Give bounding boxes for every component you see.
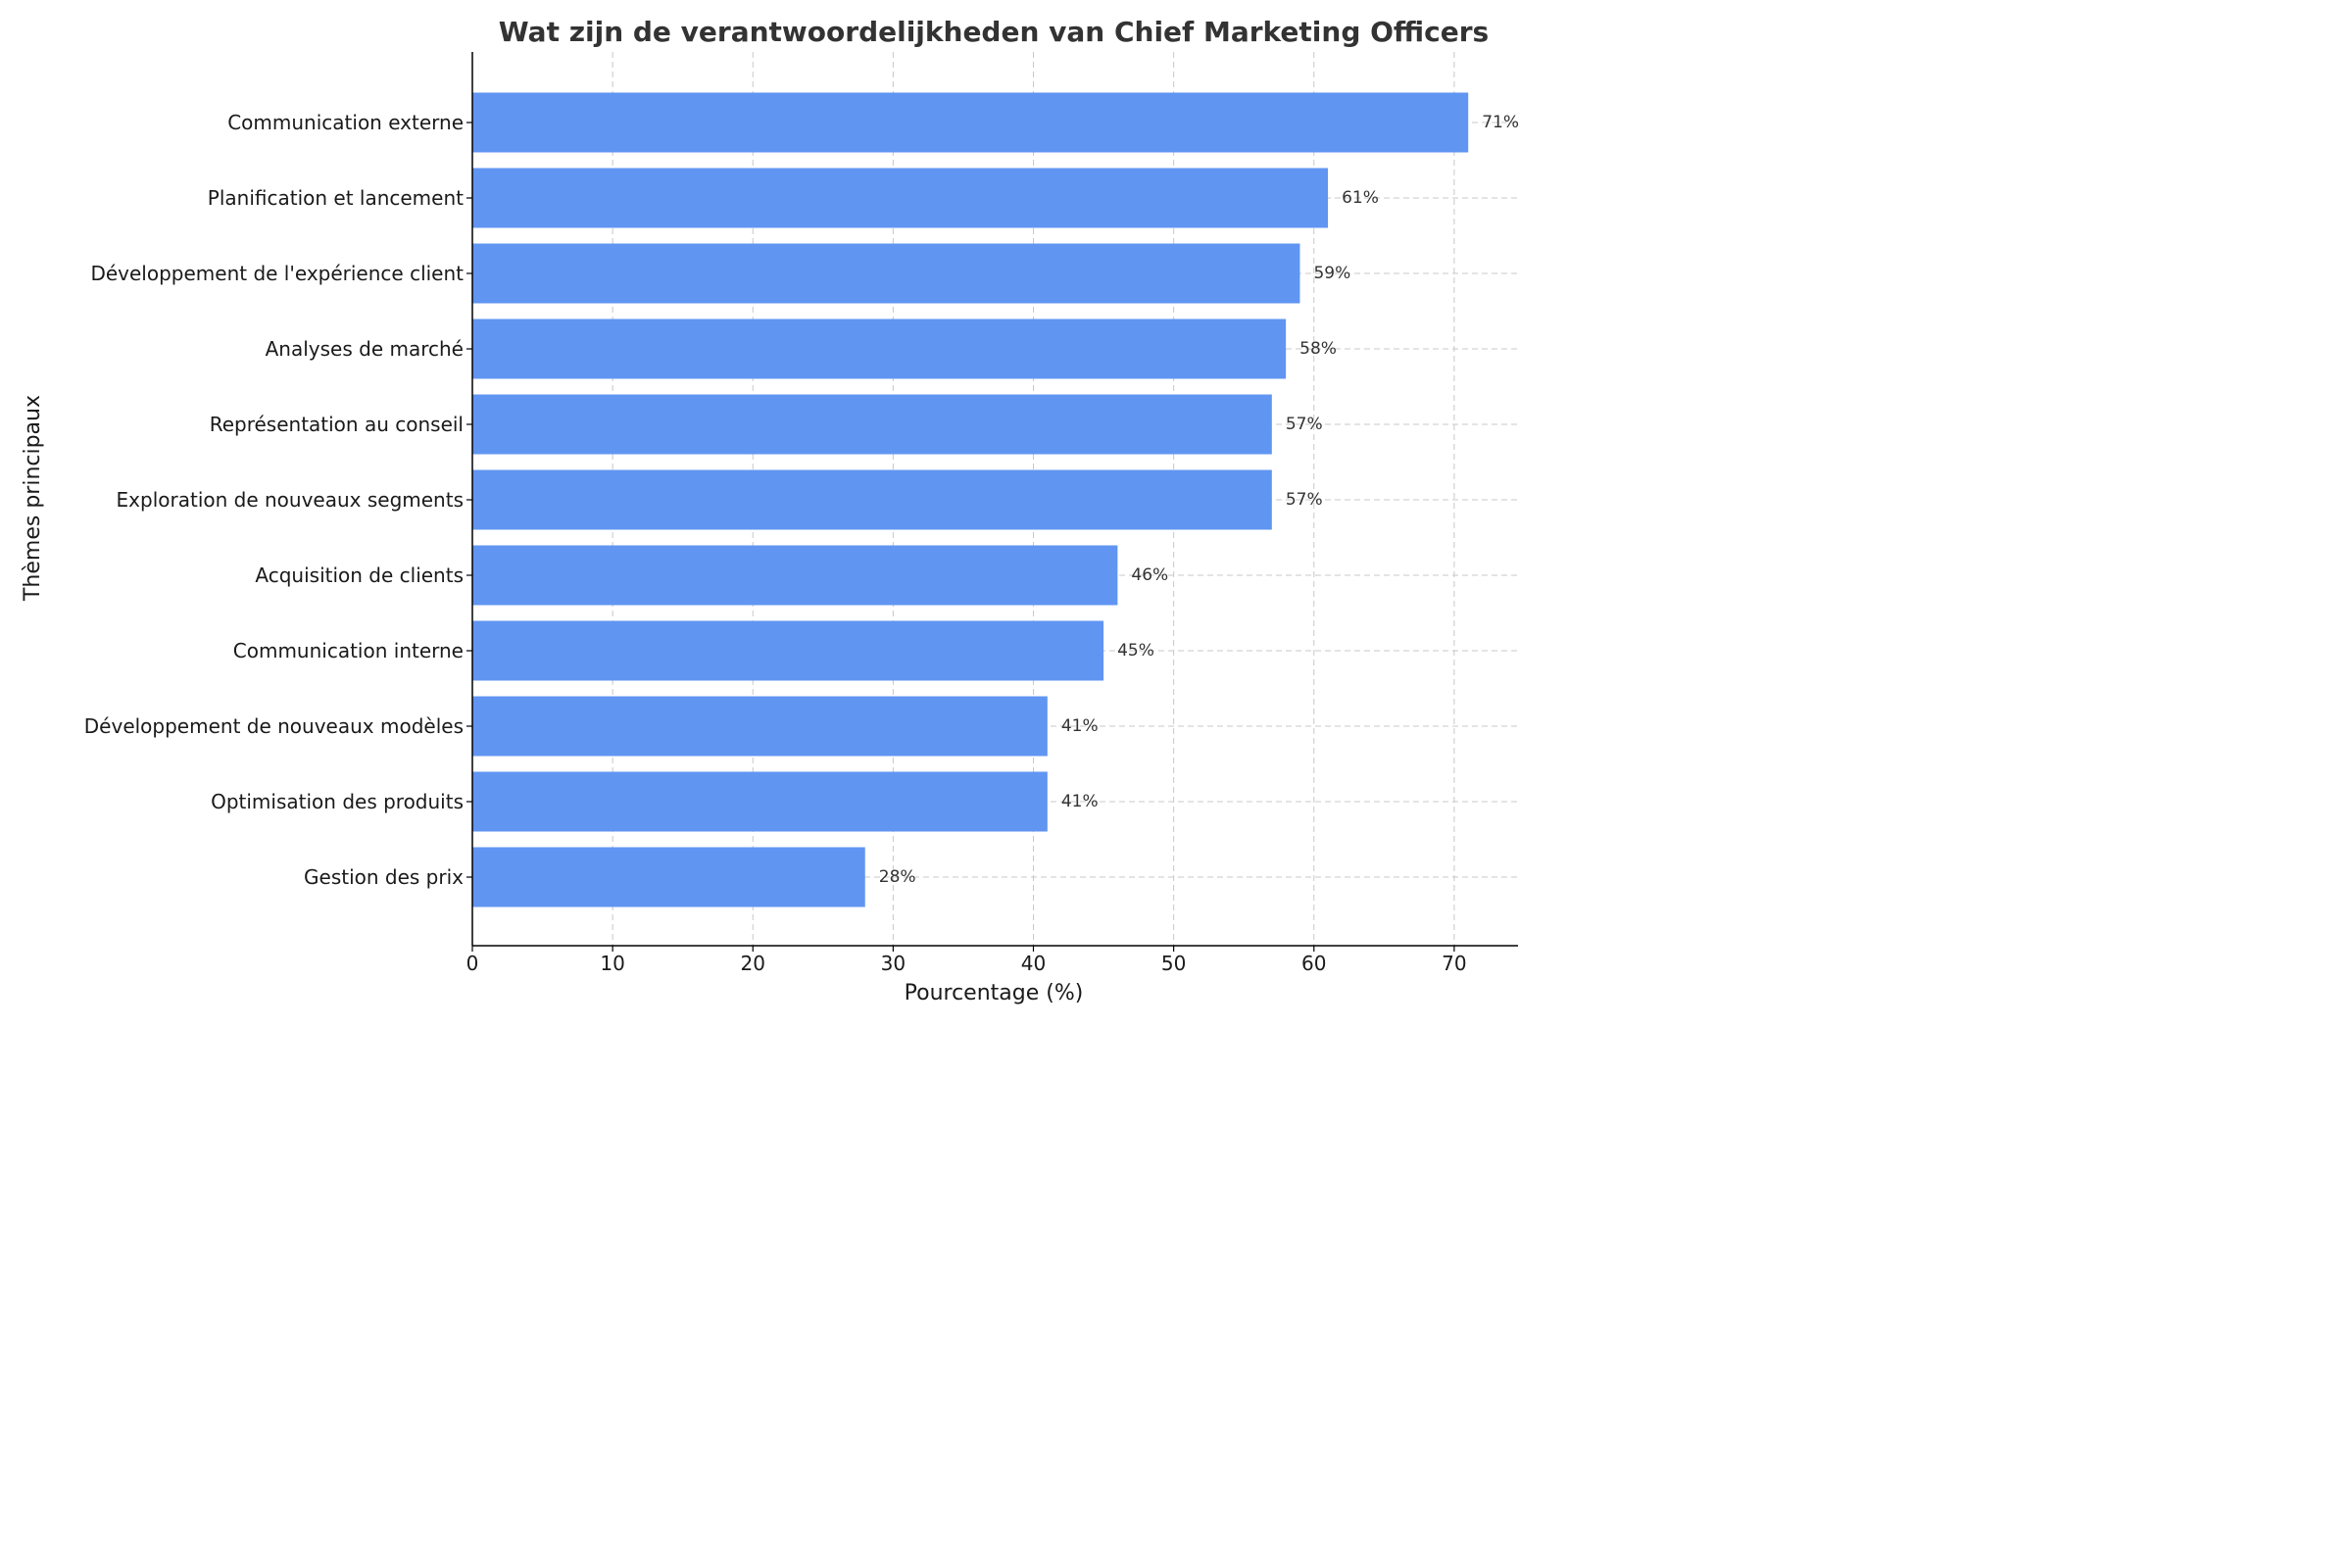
value-label: 57% — [1286, 490, 1323, 510]
value-label: 46% — [1131, 565, 1168, 585]
value-label: 61% — [1342, 188, 1379, 208]
value-label: 57% — [1286, 415, 1323, 434]
category-label: Planification et lancement — [208, 186, 464, 210]
bar-chart: 71% 61% 59% 58% 57% 57% 46% 45% 41% 41% 28% Commun… — [21, 16, 1519, 1005]
bar — [472, 394, 1272, 455]
category-label: Développement de nouveaux modèles — [84, 714, 464, 738]
value-label: 41% — [1061, 792, 1099, 811]
category-label: Communication interne — [233, 639, 464, 662]
x-tick-label: 70 — [1442, 952, 1466, 975]
value-label: 59% — [1313, 264, 1350, 283]
bar — [472, 545, 1118, 606]
bar — [472, 847, 865, 907]
x-tick-label: 30 — [881, 952, 906, 975]
bar — [472, 696, 1048, 757]
category-label: Représentation au conseil — [210, 413, 464, 436]
x-axis-title: Pourcentage (%) — [905, 981, 1084, 1005]
x-tick-label: 0 — [466, 952, 479, 975]
bar — [472, 318, 1287, 379]
x-tick-label: 40 — [1021, 952, 1046, 975]
bar — [472, 469, 1272, 530]
bar — [472, 243, 1300, 304]
x-tick-label: 60 — [1301, 952, 1326, 975]
bar — [472, 92, 1469, 153]
chart-title: Wat zijn de verantwoordelijkheden van Ch… — [499, 16, 1489, 48]
value-label: 28% — [879, 867, 916, 887]
category-label: Optimisation des produits — [211, 790, 464, 813]
bars: 71% 61% 59% 58% 57% 57% 46% 45% 41% 41% 28% — [472, 92, 1519, 907]
bar — [472, 168, 1329, 228]
category-label: Analyses de marché — [266, 337, 464, 361]
bar — [472, 771, 1048, 832]
value-label: 58% — [1299, 339, 1337, 359]
y-axis-title: Thèmes principaux — [21, 395, 45, 602]
category-label: Exploration de nouveaux segments — [117, 488, 464, 512]
category-label: Développement de l'expérience client — [90, 262, 464, 285]
bar — [472, 620, 1104, 681]
x-tick-label: 50 — [1161, 952, 1186, 975]
value-label: 45% — [1117, 641, 1154, 661]
category-label: Communication externe — [227, 111, 464, 134]
x-tick-label: 10 — [600, 952, 624, 975]
category-label: Acquisition de clients — [255, 564, 464, 587]
value-label: 71% — [1482, 113, 1519, 132]
axes: Communication externe Planification et la… — [84, 52, 1518, 975]
x-tick-label: 20 — [741, 952, 765, 975]
value-label: 41% — [1061, 716, 1099, 736]
category-label: Gestion des prix — [304, 865, 464, 889]
